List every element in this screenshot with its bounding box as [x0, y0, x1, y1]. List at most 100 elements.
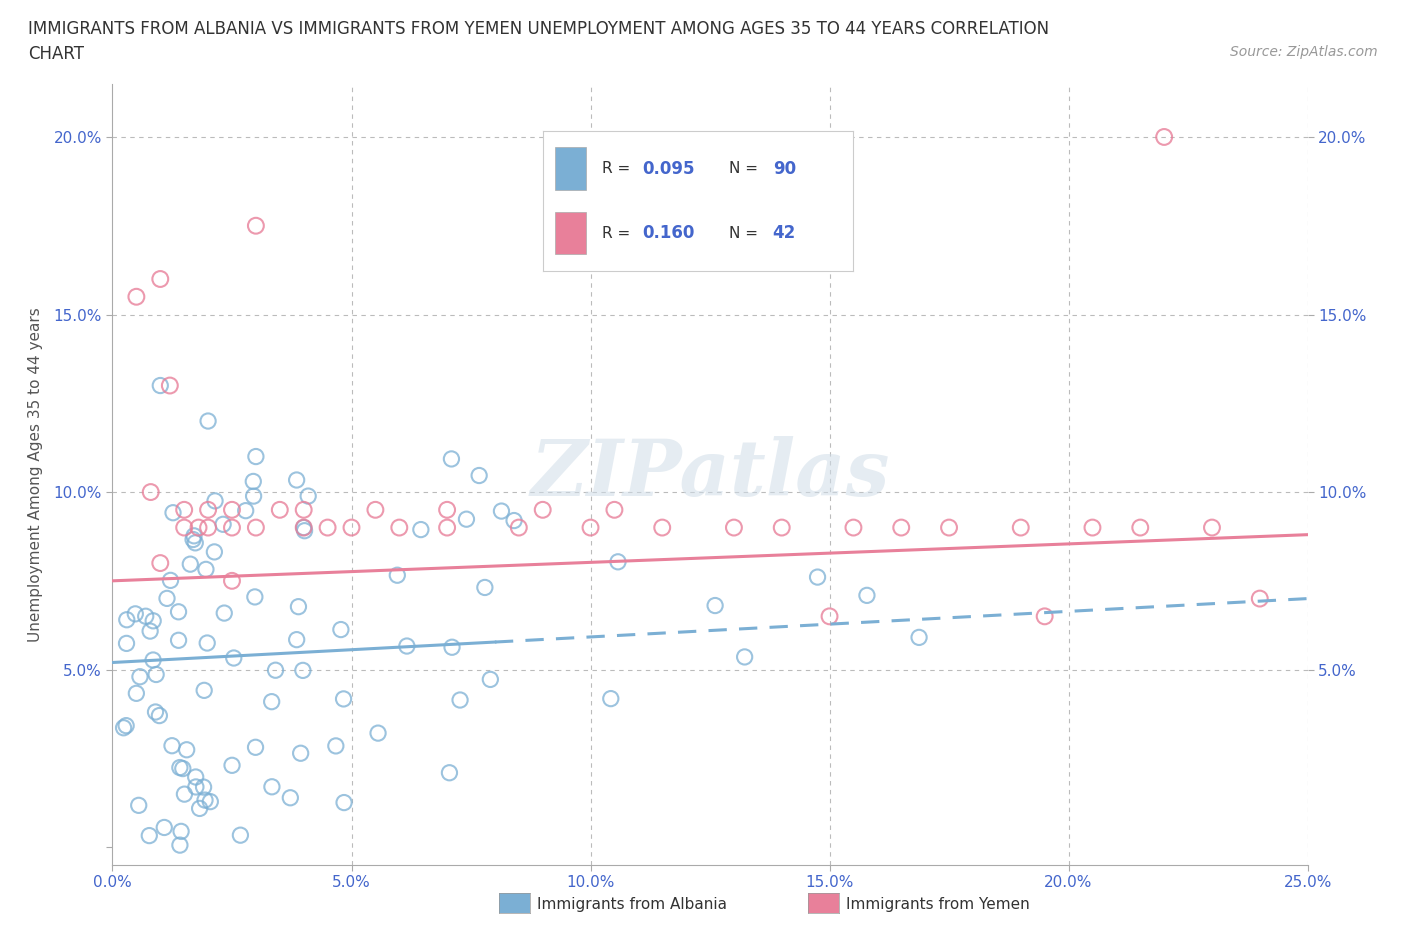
Point: [651, 520, 673, 535]
Point: [183, 528, 205, 543]
Point: [145, 705, 167, 720]
Point: [1033, 609, 1056, 624]
Point: [194, 562, 217, 577]
Text: Immigrants from Albania: Immigrants from Albania: [537, 897, 727, 912]
Point: [242, 488, 264, 503]
Point: [468, 468, 491, 483]
Point: [156, 591, 179, 605]
Point: [242, 474, 264, 489]
Point: [184, 779, 207, 794]
Point: [367, 725, 389, 740]
Point: [142, 614, 165, 629]
Point: [212, 605, 235, 620]
Point: [285, 632, 308, 647]
Point: [149, 555, 172, 570]
Point: [260, 779, 283, 794]
Point: [269, 502, 291, 517]
Point: [1010, 520, 1032, 535]
Point: [142, 653, 165, 668]
Point: [184, 536, 207, 551]
Point: [159, 379, 181, 393]
Point: [508, 520, 530, 535]
Point: [449, 693, 471, 708]
Point: [243, 590, 266, 604]
Point: [179, 557, 201, 572]
Point: [264, 663, 287, 678]
Point: [908, 630, 931, 644]
Text: Source: ZipAtlas.com: Source: ZipAtlas.com: [1230, 45, 1378, 59]
Point: [278, 790, 301, 805]
Point: [221, 574, 243, 589]
Point: [221, 502, 243, 517]
Point: [723, 520, 745, 535]
Point: [159, 573, 181, 588]
Point: [212, 517, 235, 532]
Point: [229, 828, 252, 843]
Point: [188, 801, 211, 816]
Point: [139, 624, 162, 639]
Point: [607, 554, 630, 569]
Point: [221, 520, 243, 535]
Point: [818, 609, 841, 624]
Point: [388, 520, 411, 535]
Point: [856, 588, 879, 603]
Point: [204, 494, 226, 509]
Point: [112, 721, 135, 736]
Point: [169, 760, 191, 775]
Point: [1201, 520, 1223, 535]
Point: [135, 609, 157, 624]
Point: [579, 520, 602, 535]
Point: [479, 672, 502, 687]
Point: [170, 824, 193, 839]
Point: [340, 520, 363, 535]
Point: [124, 606, 146, 621]
Point: [439, 765, 461, 780]
Point: [245, 520, 267, 535]
Point: [409, 522, 432, 537]
Point: [169, 838, 191, 853]
Point: [149, 379, 172, 393]
Point: [173, 502, 195, 517]
Point: [115, 718, 138, 733]
Point: [167, 632, 190, 647]
Point: [291, 663, 314, 678]
Point: [395, 639, 418, 654]
Point: [181, 532, 204, 547]
Point: [364, 502, 387, 517]
Point: [194, 792, 217, 807]
Point: [440, 640, 463, 655]
Point: [329, 622, 352, 637]
Text: CHART: CHART: [28, 45, 84, 62]
Point: [503, 513, 526, 528]
Point: [333, 795, 356, 810]
Point: [184, 769, 207, 784]
Point: [245, 740, 267, 755]
Point: [149, 272, 172, 286]
Point: [531, 502, 554, 517]
Point: [316, 520, 339, 535]
Point: [128, 798, 150, 813]
Point: [704, 598, 727, 613]
Point: [160, 738, 183, 753]
Point: [172, 761, 194, 776]
Point: [235, 503, 257, 518]
Point: [153, 820, 176, 835]
Point: [195, 635, 218, 650]
Point: [599, 691, 621, 706]
Point: [436, 502, 458, 517]
Point: [292, 520, 315, 535]
Point: [245, 219, 267, 233]
Point: [491, 504, 513, 519]
Point: [139, 485, 162, 499]
Point: [294, 524, 316, 538]
Point: [474, 580, 496, 595]
Point: [285, 472, 308, 487]
Point: [842, 520, 865, 535]
Point: [193, 683, 215, 698]
Point: [292, 520, 315, 535]
Point: [125, 686, 148, 701]
Point: [176, 742, 198, 757]
Text: IMMIGRANTS FROM ALBANIA VS IMMIGRANTS FROM YEMEN UNEMPLOYMENT AMONG AGES 35 TO 4: IMMIGRANTS FROM ALBANIA VS IMMIGRANTS FR…: [28, 20, 1049, 38]
Point: [221, 758, 243, 773]
Point: [200, 794, 222, 809]
